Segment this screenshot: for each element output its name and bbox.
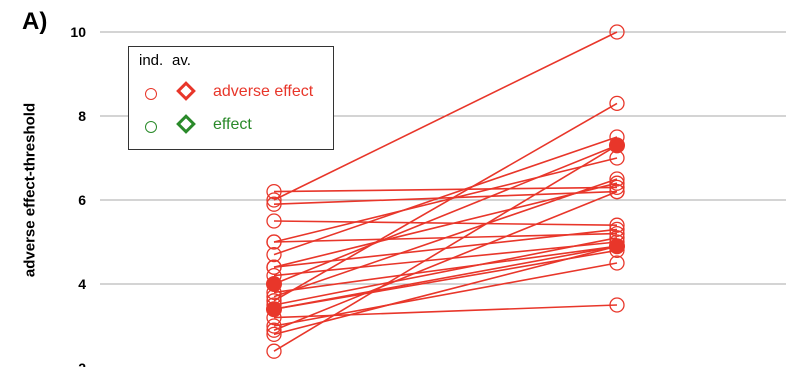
individual-point [609,95,625,112]
average-point [266,301,282,318]
pair-line [273,304,618,319]
data-markers [266,24,625,359]
pair-line [273,186,618,193]
individual-point [266,322,282,338]
individual-point [609,175,625,191]
pair-line [273,245,618,336]
pair-line [273,182,618,268]
pair-lines [273,31,618,352]
individual-point [266,192,282,208]
panel-label: A) [22,8,48,35]
individual-point [609,297,625,313]
average-point [609,137,625,154]
legend-header-av: av. [172,52,191,69]
individual-point [266,326,282,343]
individual-point [266,183,282,200]
legend-label: effect [213,116,252,133]
legend-average-diamond-icon [176,114,196,134]
individual-point [266,234,282,250]
legend-label: adverse effect [213,83,314,100]
y-tick-labels: 2 4 6 8 10 [70,24,86,367]
pair-line [273,245,618,310]
pair-line [273,245,618,294]
individual-point [609,217,625,233]
legend-item-adverse-effect: adverse effect [129,81,333,107]
individual-point [609,24,625,40]
average-point [609,238,625,255]
pair-line [273,136,618,256]
pair-line [273,241,618,277]
individual-point [266,343,282,359]
y-tick-label: 8 [78,108,86,124]
pair-line [273,237,618,306]
legend-individual-circle-icon [145,88,157,100]
individual-point [609,255,625,271]
pair-line [273,102,618,302]
individual-point [266,259,282,275]
individual-point [609,183,625,200]
individual-point [266,196,282,212]
pair-line [273,220,618,226]
individual-point [609,221,625,238]
y-tick-label: 10 [70,24,86,40]
legend: ind. av. adverse effect effect [128,46,334,150]
individual-point [266,318,282,334]
pair-line [273,157,618,243]
pair-line [273,178,618,298]
legend-individual-circle-icon [145,121,157,133]
legend-header-ind: ind. [139,52,164,69]
average-point [266,276,282,292]
pair-line [273,190,618,205]
y-tick-label: 6 [78,192,86,208]
pair-line [273,144,618,285]
y-tick-label: 2 [78,360,86,367]
pair-line [273,144,618,352]
individual-point [609,171,625,187]
legend-average-diamond-icon [176,81,196,101]
individual-point [266,246,282,263]
pair-line [273,31,618,201]
pair-line [273,190,618,331]
legend-item-effect: effect [129,114,333,140]
individual-point [609,179,625,196]
y-tick-label: 4 [78,276,86,292]
individual-point [266,213,282,229]
